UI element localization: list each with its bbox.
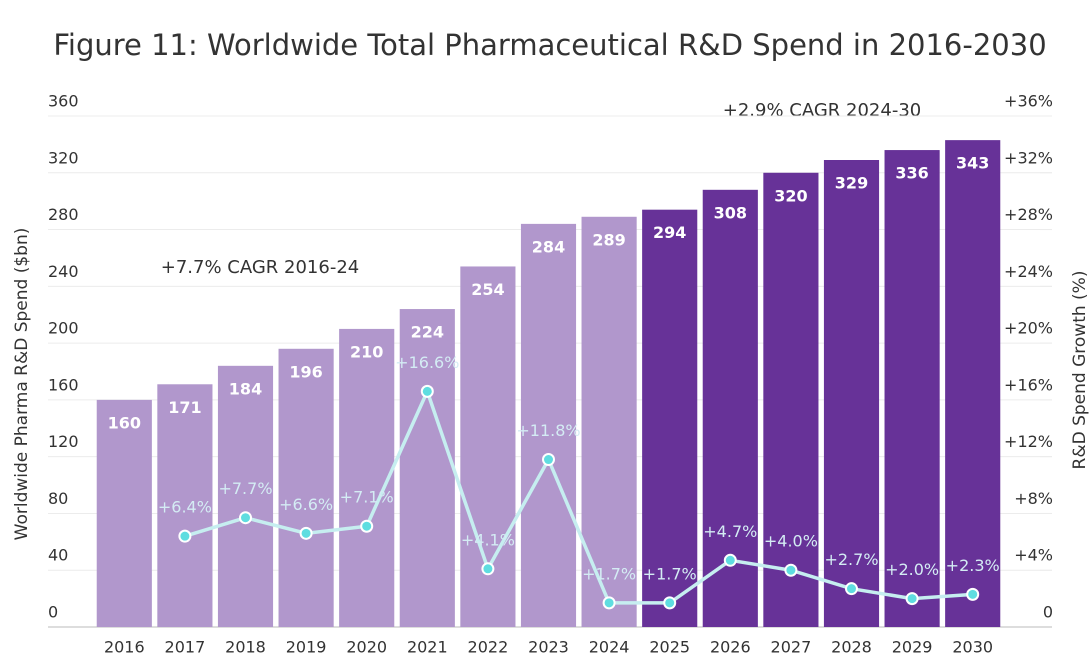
y2-tick-label: +8% xyxy=(1014,489,1053,508)
growth-marker xyxy=(360,519,374,533)
x-tick-label: 2018 xyxy=(225,638,266,657)
bar xyxy=(823,160,880,627)
bar-value-label: 320 xyxy=(774,186,807,205)
x-tick-label: 2019 xyxy=(286,638,327,657)
bar-value-label: 329 xyxy=(835,174,868,193)
y2-tick-label: +32% xyxy=(1004,148,1053,167)
bar-value-label: 343 xyxy=(956,154,989,173)
growth-value-label: +4.1% xyxy=(461,530,515,549)
annotation: +2.9% CAGR 2024-30 xyxy=(723,100,921,121)
growth-marker xyxy=(905,592,919,606)
growth-marker xyxy=(723,553,737,567)
bar-value-label: 254 xyxy=(471,280,504,299)
growth-value-label: +7.7% xyxy=(218,479,272,498)
bar xyxy=(642,209,698,627)
y2-tick-label: +12% xyxy=(1004,432,1053,451)
bar-value-label: 284 xyxy=(532,237,565,256)
bar xyxy=(399,309,455,627)
x-tick-label: 2030 xyxy=(952,638,993,657)
growth-value-label: +2.7% xyxy=(824,550,878,569)
y2-tick-label: +16% xyxy=(1004,375,1053,394)
y-tick-label: 200 xyxy=(48,319,79,338)
growth-value-label: +7.1% xyxy=(340,488,394,507)
y-axis-label: Worldwide Pharma R&D Spend ($bn) xyxy=(12,228,32,541)
bar-value-label: 308 xyxy=(714,203,747,222)
y2-tick-label: +28% xyxy=(1004,205,1053,224)
y-tick-label: 360 xyxy=(48,92,79,111)
bar xyxy=(763,172,819,627)
y-tick-label: 80 xyxy=(48,489,68,508)
x-tick-label: 2026 xyxy=(710,638,751,657)
annotation: +7.7% CAGR 2016-24 xyxy=(161,257,359,278)
x-tick-label: 2029 xyxy=(892,638,933,657)
bar-value-label: 160 xyxy=(108,413,141,432)
y-tick-label: 0 xyxy=(48,603,58,622)
bar-value-label: 224 xyxy=(411,323,444,342)
growth-value-label: +1.7% xyxy=(582,564,636,583)
growth-value-label: +4.7% xyxy=(703,522,757,541)
y-tick-label: 160 xyxy=(48,375,79,394)
bar-value-label: 289 xyxy=(592,230,625,249)
growth-marker xyxy=(845,582,858,596)
y-tick-label: 240 xyxy=(48,262,79,281)
bar xyxy=(96,399,152,627)
x-tick-label: 2027 xyxy=(771,638,812,657)
x-tick-label: 2021 xyxy=(407,638,448,657)
growth-marker xyxy=(481,562,495,576)
x-tick-label: 2017 xyxy=(165,638,206,657)
x-tick-label: 2028 xyxy=(831,638,872,657)
bar-value-label: 171 xyxy=(168,398,201,417)
growth-marker xyxy=(602,596,616,610)
y2-tick-label: +24% xyxy=(1004,262,1053,281)
y-tick-label: 40 xyxy=(48,546,68,565)
x-tick-label: 2024 xyxy=(589,638,630,657)
growth-value-label: +11.8% xyxy=(516,421,580,440)
bar xyxy=(884,150,940,628)
bar xyxy=(278,348,334,627)
x-tick-label: 2020 xyxy=(346,638,387,657)
growth-marker xyxy=(178,529,192,543)
growth-marker xyxy=(542,453,555,467)
growth-marker xyxy=(966,587,980,601)
bar xyxy=(217,365,274,627)
bar xyxy=(339,328,395,627)
chart-title: Figure 11: Worldwide Total Pharmaceutica… xyxy=(53,28,1046,62)
y2-tick-label: +20% xyxy=(1004,319,1053,338)
growth-marker xyxy=(784,563,798,577)
y2-tick-label: +36% xyxy=(1004,92,1053,111)
x-tick-label: 2022 xyxy=(468,638,509,657)
y2-tick-label: +4% xyxy=(1014,546,1053,565)
y-tick-label: 320 xyxy=(48,148,79,167)
growth-value-label: +2.0% xyxy=(885,560,939,579)
bar-value-label: 294 xyxy=(653,223,686,242)
growth-marker xyxy=(663,596,677,610)
bar-value-label: 210 xyxy=(350,342,383,361)
bar-value-label: 336 xyxy=(895,164,928,183)
x-tick-label: 2025 xyxy=(649,638,690,657)
y2-tick-label: 0 xyxy=(1043,603,1053,622)
x-tick-label: 2023 xyxy=(528,638,569,657)
growth-marker xyxy=(299,526,313,540)
growth-value-label: +2.3% xyxy=(946,556,1000,575)
growth-line xyxy=(184,386,973,605)
x-tick-label: 2016 xyxy=(104,638,145,657)
growth-value-label: +16.6% xyxy=(395,353,459,372)
growth-marker xyxy=(239,511,252,525)
growth-value-label: +4.0% xyxy=(764,532,818,551)
growth-value-label: +6.4% xyxy=(158,498,212,517)
bar xyxy=(157,384,213,627)
bar xyxy=(520,223,577,627)
y2-axis-label: R&D Spend Growth (%) xyxy=(1070,271,1090,470)
growth-value-label: +1.7% xyxy=(643,564,697,583)
bar xyxy=(945,140,1001,627)
y-tick-label: 280 xyxy=(48,205,79,224)
growth-marker xyxy=(420,384,434,398)
bar-value-label: 196 xyxy=(289,362,322,381)
growth-value-label: +6.6% xyxy=(279,495,333,514)
y-tick-label: 120 xyxy=(48,432,79,451)
bar-value-label: 184 xyxy=(229,379,262,398)
